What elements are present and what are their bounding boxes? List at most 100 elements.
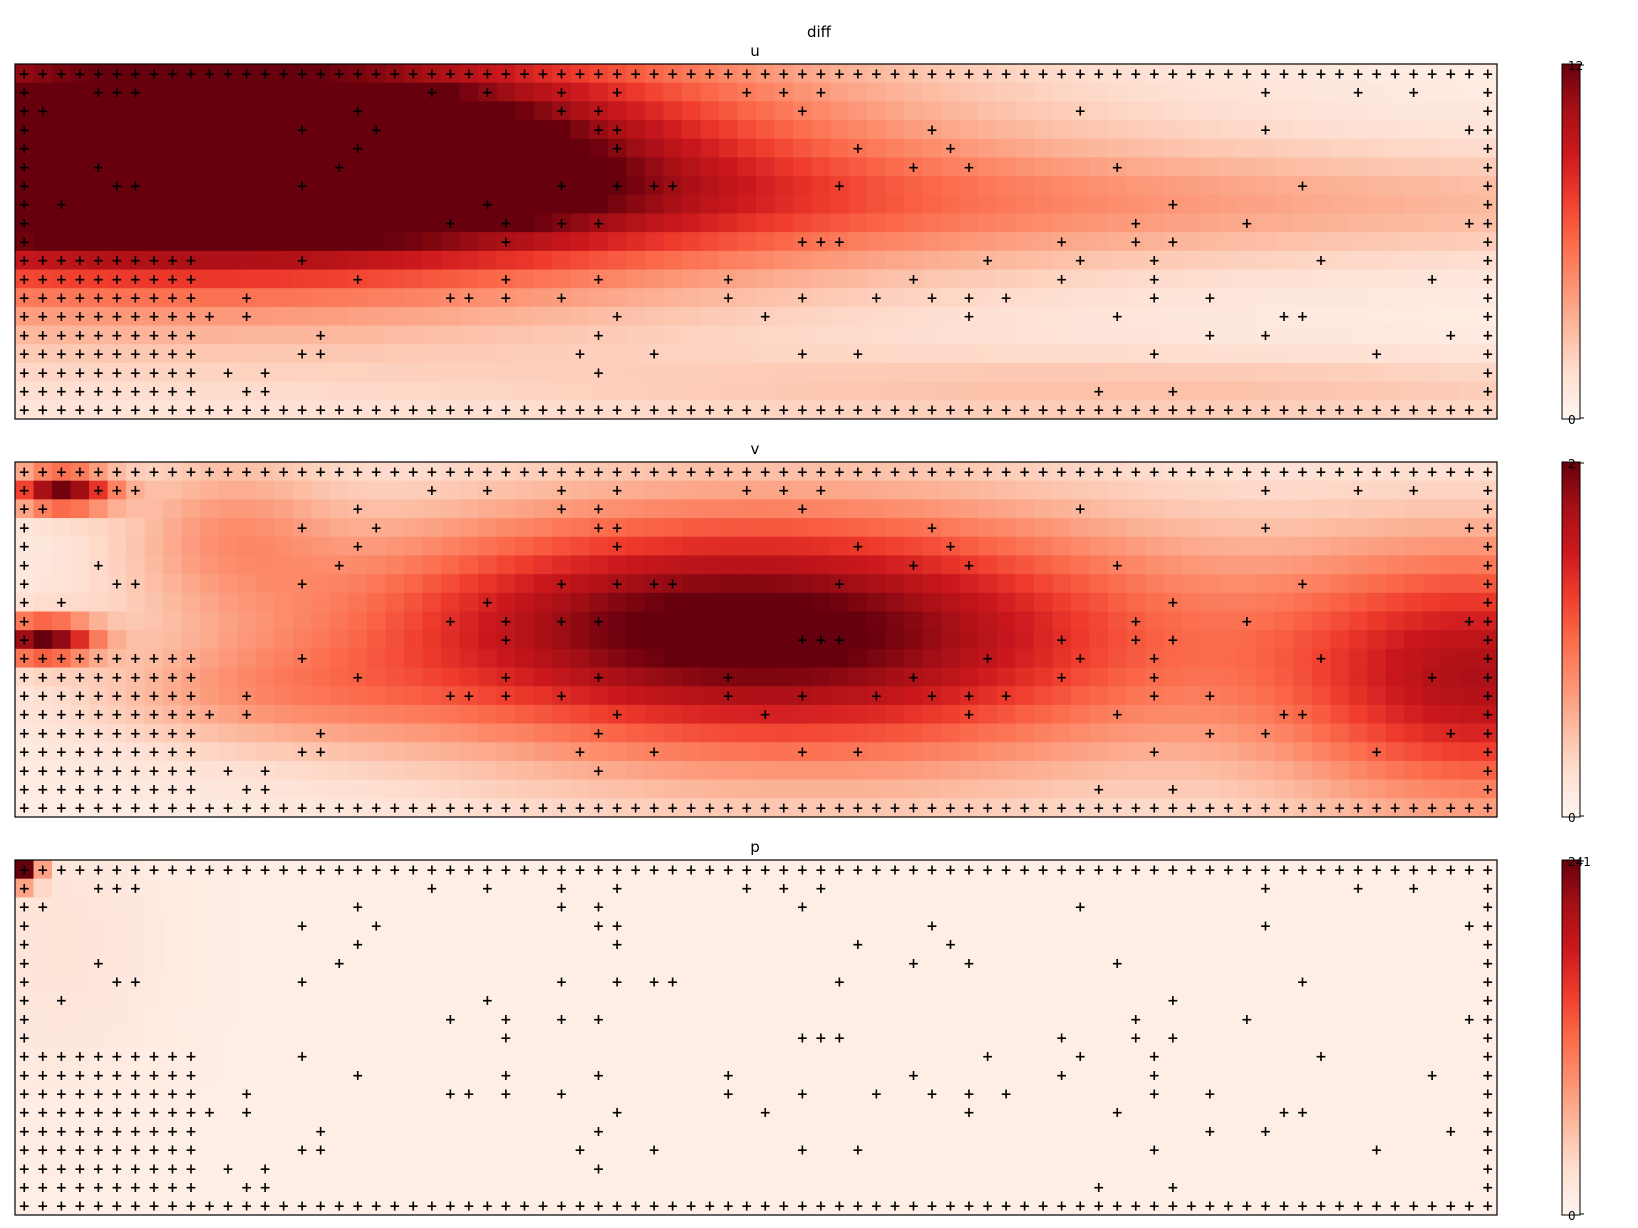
heatmap-cell (1126, 953, 1146, 973)
heatmap-cell (1219, 760, 1239, 781)
heatmap-cell (774, 400, 794, 420)
heatmap-cell (589, 101, 609, 121)
heatmap-cell (811, 592, 831, 613)
heatmap-cell (89, 325, 109, 345)
heatmap-cell (570, 362, 590, 383)
grid-marker: + (130, 403, 142, 419)
heatmap-cell (15, 723, 35, 743)
heatmap-cell (237, 138, 257, 159)
grid-marker: + (1371, 801, 1383, 817)
heatmap-cell (644, 1028, 664, 1048)
grid-marker: + (92, 160, 104, 176)
heatmap-cell (70, 779, 90, 799)
grid-marker: + (1371, 745, 1383, 761)
heatmap-cell (1330, 288, 1350, 308)
heatmap-cell (959, 1028, 979, 1048)
heatmap-cell (1070, 1028, 1091, 1048)
heatmap-cell (959, 686, 979, 706)
heatmap-cell (126, 120, 146, 140)
heatmap-cell (1126, 518, 1146, 538)
heatmap-cell (1107, 213, 1128, 233)
heatmap-cell (478, 723, 498, 743)
heatmap-cell (533, 194, 553, 215)
heatmap-cell (848, 1009, 868, 1029)
heatmap-cell (181, 742, 201, 762)
heatmap-cell (1219, 1065, 1239, 1085)
heatmap-cell (200, 288, 220, 308)
heatmap-cell (459, 157, 479, 177)
heatmap-cell (311, 897, 331, 917)
heatmap-cell (1404, 1065, 1424, 1085)
heatmap-cell (1182, 138, 1202, 159)
heatmap-cell (700, 648, 720, 669)
heatmap-cell (1033, 1009, 1054, 1029)
heatmap-cell (218, 574, 238, 594)
heatmap-cell (663, 213, 683, 233)
heatmap-cell (1052, 64, 1072, 84)
heatmap-cell (1422, 362, 1443, 383)
heatmap-cell (959, 101, 979, 121)
heatmap-cell (404, 288, 424, 308)
heatmap-cell (774, 269, 794, 289)
heatmap-cell (366, 138, 387, 159)
heatmap-cell (774, 480, 794, 500)
heatmap-cell (700, 1121, 720, 1141)
heatmap-cell (1145, 269, 1165, 289)
heatmap-cell (1274, 232, 1294, 252)
grid-marker: + (463, 291, 475, 307)
heatmap-cell (626, 325, 646, 345)
heatmap-cell (292, 362, 313, 383)
heatmap-cell (1126, 250, 1146, 271)
heatmap-cell (1126, 64, 1146, 84)
heatmap-cell (1441, 344, 1461, 364)
heatmap-cell (1367, 1046, 1387, 1067)
heatmap-cell (867, 611, 887, 631)
heatmap-cell (718, 194, 739, 215)
grid-marker: + (185, 670, 197, 686)
heatmap-cell (200, 878, 220, 898)
heatmap-cell (1033, 1065, 1054, 1085)
heatmap-cell (1330, 972, 1350, 992)
heatmap-cell (830, 288, 850, 308)
heatmap-cell (1422, 176, 1443, 196)
heatmap-cell (941, 194, 961, 215)
heatmap-cell (1070, 723, 1091, 743)
heatmap-cell (1385, 269, 1405, 289)
heatmap-cell (1033, 779, 1054, 799)
heatmap-cell (348, 972, 368, 992)
grid-marker: + (222, 66, 234, 82)
heatmap-cell (163, 344, 183, 364)
heatmap-cell (478, 648, 498, 669)
heatmap-cell (774, 344, 794, 364)
grid-marker: + (296, 122, 308, 138)
heatmap-cell (1089, 1009, 1109, 1029)
grid-marker: + (1074, 253, 1086, 269)
heatmap-cell (756, 518, 776, 538)
heatmap-cell (867, 101, 887, 121)
grid-marker: + (1111, 403, 1123, 419)
heatmap-cell (107, 462, 127, 482)
heatmap-cell (496, 462, 516, 482)
heatmap-cell (1330, 157, 1350, 177)
heatmap-cell (793, 518, 813, 538)
heatmap-cell (867, 381, 887, 401)
heatmap-cell (811, 480, 831, 500)
heatmap-cell (718, 1009, 739, 1029)
heatmap-cell (1033, 704, 1054, 725)
heatmap-cell (459, 630, 479, 650)
heatmap-cell (1274, 362, 1294, 383)
heatmap-cell (718, 592, 739, 613)
grid-marker: + (37, 689, 49, 705)
heatmap-cell (292, 269, 313, 289)
heatmap-cell (904, 1028, 924, 1048)
heatmap-cell (237, 269, 257, 289)
heatmap-cell (441, 213, 461, 233)
heatmap-cell (1107, 648, 1128, 669)
heatmap-cell (1145, 798, 1165, 818)
heatmap-cell (200, 325, 220, 345)
heatmap-cell (700, 176, 720, 196)
heatmap-cell (941, 250, 961, 271)
heatmap-cell (1256, 555, 1276, 575)
grid-marker: + (593, 216, 605, 232)
heatmap-cell (1089, 157, 1109, 177)
